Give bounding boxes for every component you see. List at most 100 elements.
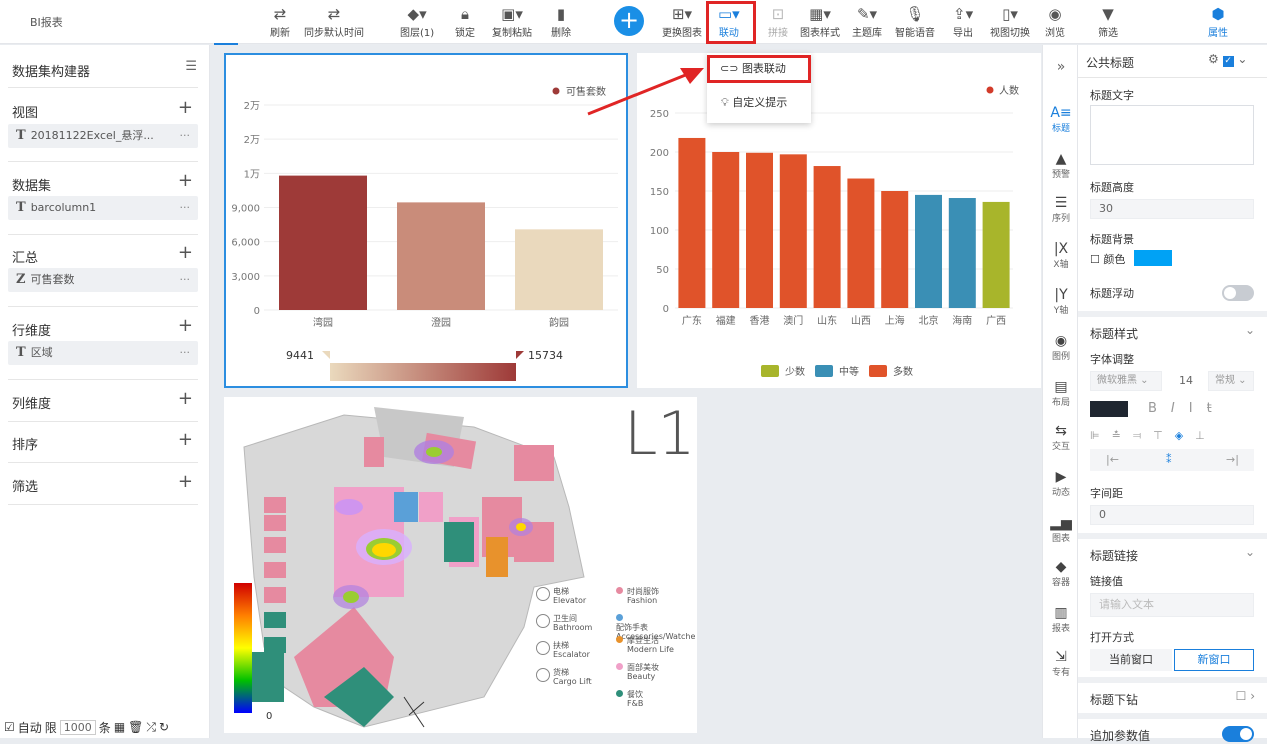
change-chart-button[interactable]: ⊞▾ 更换图表	[662, 5, 702, 39]
heatmap-floor-card[interactable]: L1 0 电梯	[224, 397, 697, 733]
properties-button[interactable]: ⬢ 属性	[1208, 5, 1228, 39]
category-container[interactable]: ◆ 容器	[1043, 559, 1079, 588]
view-item[interactable]: T 20181122Excel_悬浮... ···	[8, 124, 198, 148]
title-link-section[interactable]: 标题链接 ⌄	[1078, 533, 1267, 567]
collapse-icon[interactable]: ☰	[185, 59, 197, 74]
category-title[interactable]: A≡ 标题	[1043, 105, 1079, 134]
sync-default-time-button[interactable]: ⇄ 同步默认时间	[304, 5, 364, 39]
font-size-input[interactable]: 14	[1179, 374, 1193, 387]
title-height-input[interactable]: 30	[1090, 199, 1254, 219]
add-row-dimension-icon[interactable]: +	[177, 315, 193, 336]
italic-icon[interactable]: I	[1170, 401, 1189, 416]
justify-right-icon[interactable]: →|	[1226, 453, 1239, 466]
more-icon[interactable]: ···	[179, 273, 191, 286]
title-text-input[interactable]	[1090, 105, 1254, 165]
color-checkbox[interactable]: ☐	[1090, 253, 1100, 266]
append-param-toggle[interactable]	[1222, 726, 1254, 742]
add-filter-icon[interactable]: +	[177, 471, 193, 492]
category-report[interactable]: ▥ 报表	[1043, 605, 1079, 634]
limit-input[interactable]: 1000	[59, 719, 96, 735]
category-layout[interactable]: ▤ 布局	[1043, 379, 1079, 408]
strikethrough-icon[interactable]: ŧ	[1206, 401, 1226, 416]
refresh-button[interactable]: ⇄ 刷新	[270, 5, 290, 39]
title-drill-section[interactable]: 标题下钻 ☐ ›	[1078, 677, 1267, 711]
gear-icon[interactable]: ⚙	[1208, 52, 1219, 66]
add-view-icon[interactable]: +	[177, 97, 193, 118]
link-value-input[interactable]: 请输入文本	[1090, 593, 1254, 617]
align-left-icon[interactable]: ⊫	[1090, 429, 1112, 442]
copy-paste-button[interactable]: ▣▾ 复制粘贴	[492, 5, 532, 39]
layers-button[interactable]: ◆▾ 图层(1)	[400, 5, 435, 39]
lock-button[interactable]: 🔒︎ 锁定	[455, 5, 475, 39]
category-chart[interactable]: ▂▅ 图表	[1043, 515, 1079, 544]
annotation-arrow	[587, 68, 704, 116]
align-right-icon[interactable]: ⫤	[1132, 429, 1154, 442]
export-button[interactable]: ⇪▾ 导出	[953, 5, 974, 39]
filter-button[interactable]: ▼ 筛选	[1098, 5, 1118, 39]
bg-color-swatch[interactable]	[1134, 250, 1172, 266]
title-style-section[interactable]: 标题样式 ⌄	[1078, 311, 1267, 345]
add-button[interactable]: +	[614, 6, 644, 36]
title-float-toggle[interactable]	[1222, 285, 1254, 301]
divider	[8, 161, 198, 162]
font-family-select[interactable]: 微软雅黑 ⌄	[1090, 371, 1162, 391]
add-column-dimension-icon[interactable]: +	[177, 388, 193, 409]
more-icon[interactable]: ···	[179, 201, 191, 214]
y-tick-label: 200	[650, 148, 669, 159]
align-middle-icon[interactable]: ◈	[1174, 429, 1196, 442]
new-window-option[interactable]: 新窗口	[1174, 649, 1254, 671]
trash-icon[interactable]: 🗑︎	[128, 720, 144, 734]
bold-icon[interactable]: B	[1148, 401, 1171, 416]
align-bottom-icon[interactable]: ⊥	[1195, 429, 1217, 442]
title-text-label: 标题文字	[1090, 89, 1134, 102]
collapse-panel-icon[interactable]: »	[1056, 59, 1066, 75]
font-weight-select[interactable]: 常规 ⌄	[1208, 371, 1254, 391]
category-legend[interactable]: ◉ 图例	[1043, 333, 1079, 362]
category-dynamic[interactable]: ▶ 动态	[1043, 469, 1079, 498]
chart-card-people[interactable]: 250 200 150 100 50 0 广东 福建 香港 澳门 山东 山西 上海 北京 海南 广西 人数 少数 中…	[637, 53, 1041, 388]
add-summary-icon[interactable]: +	[177, 242, 193, 263]
property-category-column: » A≡ 标题 ▲ 预警 ☰ 序列 |X X轴 |Y Y轴 ◉ 图例 ▤ 布局 ⇆ 交互 ▶ 动态…	[1042, 45, 1078, 738]
heat-scale-bar	[234, 583, 252, 713]
linkage-button[interactable]: ▭▾ 联动	[718, 5, 740, 39]
category-x-axis[interactable]: |X X轴	[1043, 241, 1079, 270]
browse-button[interactable]: ◉ 浏览	[1045, 5, 1065, 39]
chevron-down-icon[interactable]: ⌄	[1237, 52, 1248, 66]
align-top-icon[interactable]: ⊤	[1153, 429, 1175, 442]
more-icon[interactable]: ···	[179, 129, 191, 142]
chart-linkage-item[interactable]: ⊂⊃ 图表联动	[707, 55, 811, 83]
add-sort-icon[interactable]: +	[177, 429, 193, 450]
smart-voice-button[interactable]: 🎙︎ 智能语音	[895, 5, 935, 39]
chart-card-sales[interactable]: 2万 2万 1万 9,000 6,000 3,000 0 湾园 澄园 韵园 可售套数 9441 1573…	[224, 53, 628, 388]
underline-icon[interactable]: I	[1188, 401, 1207, 416]
chart-style-button[interactable]: ▦▾ 图表样式	[800, 5, 840, 39]
reload-icon[interactable]: ↻	[159, 720, 170, 734]
align-center-icon[interactable]: ≛	[1111, 429, 1133, 442]
splice-button[interactable]: ⊡ 拼接	[768, 5, 788, 39]
current-window-option[interactable]: 当前窗口	[1090, 649, 1172, 671]
letter-spacing-input[interactable]: 0	[1090, 505, 1254, 525]
row-dimension-item[interactable]: T 区域 ···	[8, 341, 198, 365]
justify-left-icon[interactable]: |←	[1106, 453, 1119, 466]
font-color-swatch[interactable]	[1090, 401, 1128, 417]
link-icon: ⊂⊃	[720, 62, 742, 75]
category-y-axis[interactable]: |Y Y轴	[1043, 287, 1079, 316]
add-dataset-icon[interactable]: +	[177, 170, 193, 191]
shuffle-icon[interactable]: ⤮	[146, 719, 156, 734]
category-series[interactable]: ☰ 序列	[1043, 195, 1079, 224]
app-title: BI报表	[30, 16, 63, 29]
justify-center-icon[interactable]: ⁑	[1166, 453, 1172, 466]
checkbox-checked-icon[interactable]: ✓	[1222, 56, 1234, 67]
category-warning[interactable]: ▲ 预警	[1043, 151, 1079, 180]
view-switch-button[interactable]: ▯▾ 视图切换	[990, 5, 1030, 39]
summary-item[interactable]: Z 可售套数 ···	[8, 268, 198, 292]
calendar-icon[interactable]: ▦	[113, 720, 126, 734]
category-exclusive[interactable]: ⇲ 专有	[1043, 649, 1079, 678]
delete-button[interactable]: ▮ 删除	[551, 5, 571, 39]
custom-hint-item[interactable]: 💡︎ 自定义提示	[721, 96, 788, 109]
more-icon[interactable]: ···	[179, 346, 191, 359]
auto-checkbox[interactable]: ☑	[4, 720, 15, 734]
theme-library-button[interactable]: ✎▾ 主题库	[852, 5, 882, 39]
category-interaction[interactable]: ⇆ 交互	[1043, 423, 1079, 452]
